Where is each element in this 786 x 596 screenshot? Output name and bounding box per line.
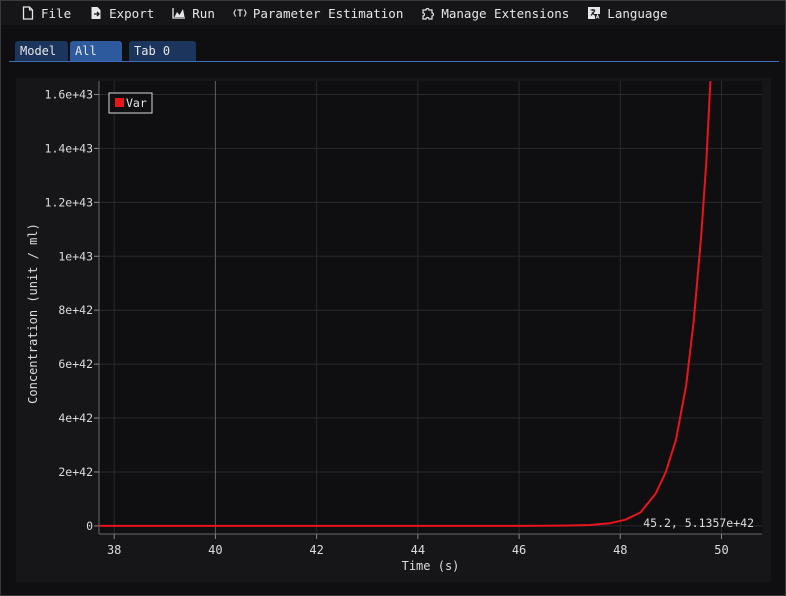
y-tick-label: 8e+42 <box>58 303 93 317</box>
concentration-plot[interactable]: 38 40 42 44 46 48 50 0 2e+42 4e+42 6e+42 8e+42 1e+43… <box>16 78 771 582</box>
y-tick-label: 2e+42 <box>58 465 93 479</box>
menu-file-label: File <box>41 5 72 21</box>
menu-language-label: Language <box>607 5 668 21</box>
x-tick-label: 50 <box>714 543 728 557</box>
y-tick-label: 4e+42 <box>58 411 93 425</box>
x-tick-label: 46 <box>512 543 526 557</box>
menu-export-label: Export <box>109 5 155 21</box>
tab-model-label: Model <box>20 44 57 58</box>
menu-run[interactable]: Run <box>166 1 221 25</box>
export-icon <box>89 6 103 20</box>
menu-export[interactable]: Export <box>83 1 160 25</box>
menu-parameter-estimation[interactable]: Parameter Estimation <box>227 1 410 25</box>
plot-area <box>99 81 762 534</box>
tab-bar: Model All Tab 0 <box>9 39 779 61</box>
menu-language[interactable]: Language <box>581 1 673 25</box>
legend-swatch-var <box>115 98 124 107</box>
tab-tab-0-label: Tab 0 <box>134 44 171 58</box>
y-tick-label: 1.6e+43 <box>45 87 94 101</box>
x-tick-label: 48 <box>613 543 627 557</box>
menu-run-label: Run <box>192 5 215 21</box>
legend-label-var: Var <box>126 96 147 110</box>
tab-all[interactable]: All <box>70 41 122 61</box>
cursor-readout: 45.2, 5.1357e+42 <box>643 516 754 530</box>
puzzle-icon <box>421 6 435 20</box>
y-axis-label: Concentration (unit / ml) <box>26 223 40 404</box>
file-icon <box>21 6 35 20</box>
y-tick-label: 1.2e+43 <box>45 195 94 209</box>
tab-all-label: All <box>75 44 97 58</box>
menu-manage-extensions[interactable]: Manage Extensions <box>415 1 575 25</box>
tab-underline <box>9 61 779 62</box>
language-icon <box>587 6 601 20</box>
x-tick-label: 40 <box>208 543 222 557</box>
tab-tab-0[interactable]: Tab 0 <box>129 41 196 61</box>
menu-file[interactable]: File <box>15 1 77 25</box>
y-tick-label: 0 <box>86 519 93 533</box>
x-tick-label: 38 <box>107 543 121 557</box>
plot-panel[interactable]: 38 40 42 44 46 48 50 0 2e+42 4e+42 6e+42 8e+42 1e+43… <box>16 78 771 582</box>
menu-bar: File Export Run Parameter Estimation Man… <box>1 1 785 25</box>
x-axis-label: Time (s) <box>402 559 460 573</box>
menu-parameter-estimation-label: Parameter Estimation <box>252 5 404 21</box>
tab-model[interactable]: Model <box>15 41 68 61</box>
menu-manage-extensions-label: Manage Extensions <box>441 5 570 21</box>
y-tick-label: 1.4e+43 <box>45 141 94 155</box>
y-tick-label: 6e+42 <box>58 357 93 371</box>
x-tick-label: 44 <box>411 543 425 557</box>
x-tick-label: 42 <box>309 543 323 557</box>
parameter-icon <box>233 6 247 20</box>
series-line-var <box>99 80 712 527</box>
y-tick-label: 1e+43 <box>58 249 93 263</box>
chart-icon <box>172 6 186 20</box>
